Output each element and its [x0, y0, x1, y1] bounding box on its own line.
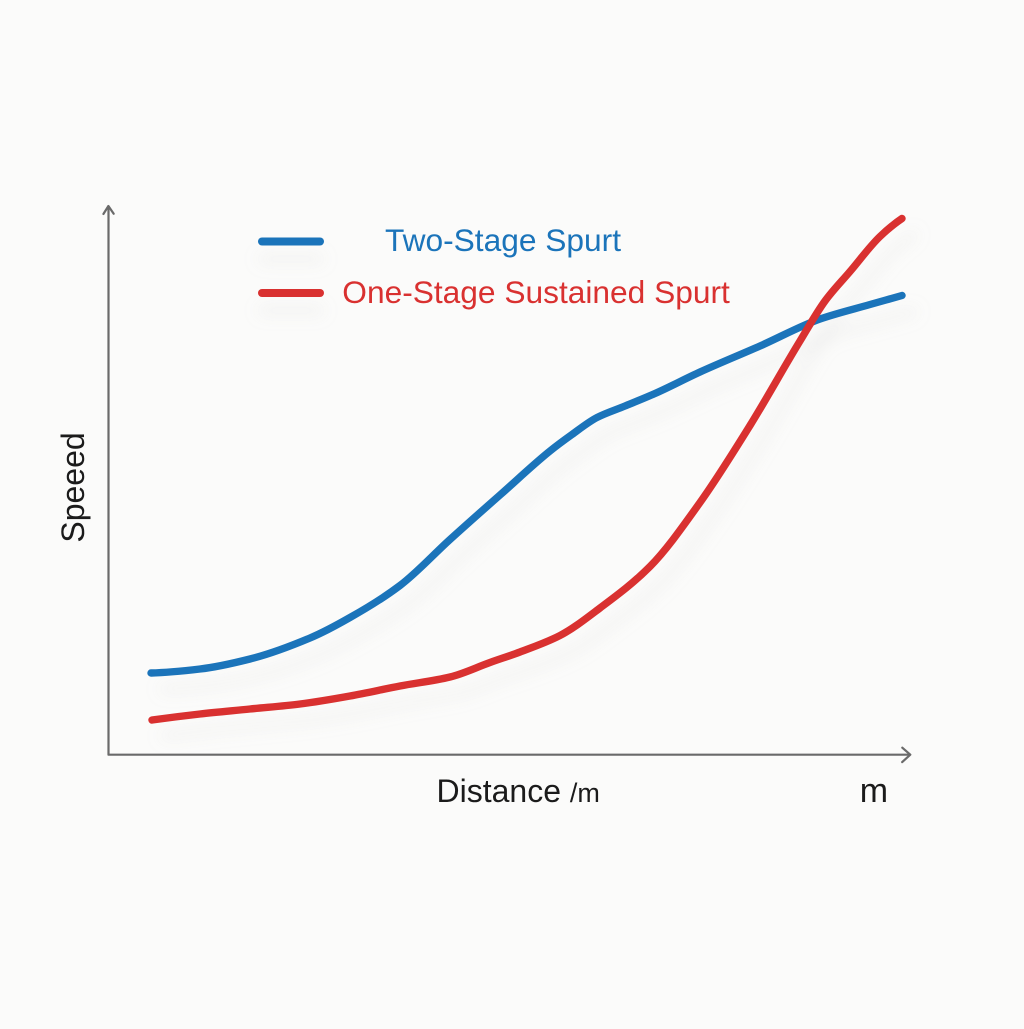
svg-text:Two-Stage Spurt: Two-Stage Spurt [385, 222, 621, 258]
svg-text:m: m [860, 772, 888, 810]
svg-text:One-Stage Sustained Spurt: One-Stage Sustained Spurt [342, 274, 730, 310]
svg-text:Distance /m: Distance /m [437, 773, 600, 809]
svg-text:Speeed: Speeed [55, 432, 91, 542]
